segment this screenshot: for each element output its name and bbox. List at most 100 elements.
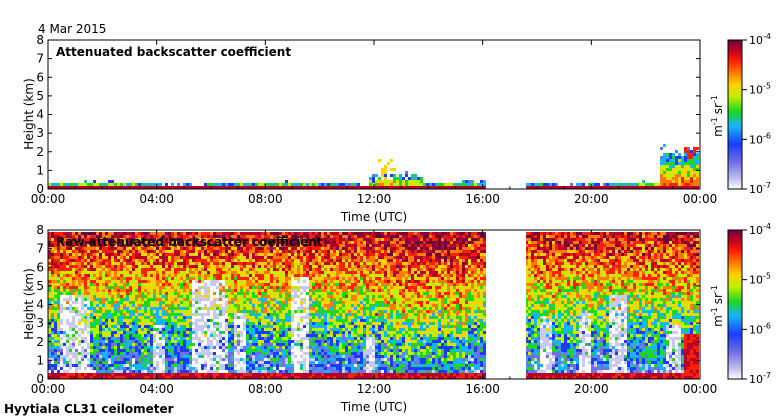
heatmap-cell bbox=[198, 268, 201, 271]
heatmap-cell bbox=[222, 373, 225, 376]
heatmap-cell bbox=[678, 171, 681, 174]
heatmap-cell bbox=[129, 268, 132, 271]
heatmap-cell bbox=[288, 364, 291, 367]
heatmap-cell bbox=[273, 370, 276, 373]
heatmap-cell bbox=[309, 295, 312, 298]
heatmap-cell bbox=[168, 349, 171, 352]
heatmap-cell bbox=[690, 162, 693, 165]
heatmap-cell bbox=[51, 292, 54, 295]
heatmap-cell bbox=[228, 262, 231, 265]
heatmap-cell bbox=[165, 271, 168, 274]
heatmap-cell bbox=[693, 159, 696, 162]
heatmap-cell bbox=[78, 274, 81, 277]
heatmap-cell bbox=[303, 286, 306, 289]
heatmap-cell bbox=[123, 313, 126, 316]
heatmap-cell bbox=[252, 235, 255, 238]
heatmap-cell bbox=[471, 186, 474, 189]
heatmap-cell bbox=[258, 265, 261, 268]
heatmap-cell bbox=[123, 373, 126, 376]
heatmap-cell bbox=[183, 361, 186, 364]
heatmap-cell bbox=[54, 183, 57, 186]
heatmap-cell bbox=[111, 183, 114, 186]
heatmap-cell bbox=[108, 301, 111, 304]
heatmap-cell bbox=[330, 367, 333, 370]
heatmap-cell bbox=[75, 313, 78, 316]
heatmap-cell bbox=[681, 162, 684, 165]
heatmap-cell bbox=[249, 253, 252, 256]
heatmap-cell bbox=[453, 186, 456, 189]
heatmap-cell bbox=[258, 313, 261, 316]
heatmap-cell bbox=[315, 244, 318, 247]
heatmap-cell bbox=[51, 268, 54, 271]
heatmap-cell bbox=[141, 334, 144, 337]
heatmap-cell bbox=[321, 256, 324, 259]
heatmap-cell bbox=[114, 244, 117, 247]
heatmap-cell bbox=[267, 313, 270, 316]
heatmap-cell bbox=[63, 373, 66, 376]
heatmap-cell bbox=[60, 322, 63, 325]
heatmap-cell bbox=[219, 325, 222, 328]
heatmap-cell bbox=[177, 313, 180, 316]
heatmap-cell bbox=[186, 247, 189, 250]
heatmap-cell bbox=[231, 183, 234, 186]
heatmap-cell bbox=[258, 301, 261, 304]
heatmap-cell bbox=[333, 262, 336, 265]
heatmap-cell bbox=[696, 159, 699, 162]
heatmap-cell bbox=[213, 241, 216, 244]
heatmap-cell bbox=[126, 274, 129, 277]
heatmap-cell bbox=[222, 271, 225, 274]
heatmap-cell bbox=[141, 328, 144, 331]
heatmap-cell bbox=[204, 232, 207, 235]
heatmap-cell bbox=[330, 364, 333, 367]
heatmap-cell bbox=[189, 376, 192, 379]
heatmap-cell bbox=[318, 289, 321, 292]
heatmap-cell bbox=[162, 247, 165, 250]
heatmap-cell bbox=[132, 277, 135, 280]
heatmap-cell bbox=[261, 313, 264, 316]
heatmap-cell bbox=[315, 316, 318, 319]
heatmap-cell bbox=[642, 180, 645, 183]
heatmap-cell bbox=[78, 277, 81, 280]
heatmap-cell bbox=[231, 346, 234, 349]
heatmap-cell bbox=[324, 376, 327, 379]
heatmap-cell bbox=[126, 310, 129, 313]
heatmap-cell bbox=[135, 289, 138, 292]
heatmap-cell bbox=[318, 307, 321, 310]
heatmap-cell bbox=[63, 232, 66, 235]
heatmap-cell bbox=[285, 183, 288, 186]
heatmap-cell bbox=[306, 376, 309, 379]
heatmap-cell bbox=[186, 238, 189, 241]
heatmap-cell bbox=[132, 322, 135, 325]
heatmap-cell bbox=[420, 180, 423, 183]
heatmap-cell bbox=[57, 235, 60, 238]
heatmap-cell bbox=[225, 373, 228, 376]
heatmap-cell bbox=[195, 271, 198, 274]
heatmap-cell bbox=[234, 271, 237, 274]
heatmap-cell bbox=[114, 337, 117, 340]
heatmap-cell bbox=[159, 313, 162, 316]
heatmap-cell bbox=[660, 162, 663, 165]
heatmap-cell bbox=[273, 376, 276, 379]
heatmap-cell bbox=[471, 180, 474, 183]
heatmap-cell bbox=[75, 364, 78, 367]
heatmap-cell bbox=[120, 349, 123, 352]
heatmap-cell bbox=[291, 361, 294, 364]
heatmap-cell bbox=[195, 186, 198, 189]
heatmap-cell bbox=[90, 268, 93, 271]
heatmap-cell bbox=[249, 304, 252, 307]
heatmap-cell bbox=[90, 280, 93, 283]
heatmap-cell bbox=[51, 331, 54, 334]
heatmap-cell bbox=[165, 334, 168, 337]
heatmap-cell bbox=[108, 340, 111, 343]
heatmap-cell bbox=[315, 259, 318, 262]
heatmap-cell bbox=[366, 186, 369, 189]
heatmap-cell bbox=[633, 183, 636, 186]
heatmap-cell bbox=[537, 183, 540, 186]
heatmap-cell bbox=[75, 241, 78, 244]
heatmap-cell bbox=[111, 265, 114, 268]
heatmap-cell bbox=[621, 186, 624, 189]
heatmap-cell bbox=[69, 304, 72, 307]
heatmap-cell bbox=[249, 316, 252, 319]
heatmap-cell bbox=[126, 328, 129, 331]
heatmap-cell bbox=[144, 259, 147, 262]
